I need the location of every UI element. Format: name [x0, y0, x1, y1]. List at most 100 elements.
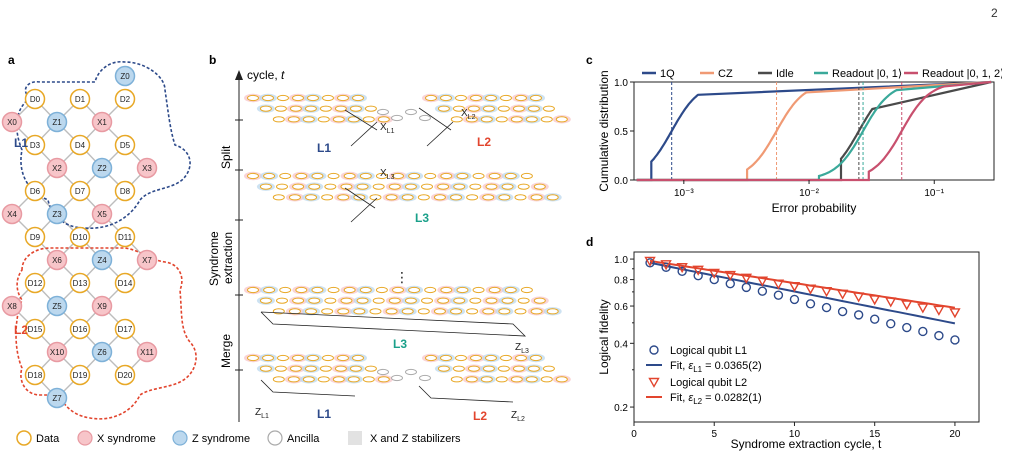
- qubit-d18: D18: [24, 364, 46, 386]
- svg-text:D6: D6: [30, 187, 41, 196]
- svg-text:D18: D18: [28, 371, 43, 380]
- d-ytick-1: 0.4: [614, 339, 628, 350]
- page-number: 2: [991, 6, 998, 20]
- d-point: [805, 299, 816, 309]
- qubit-x4: X4: [1, 203, 23, 225]
- legend-ancilla: Ancilla: [287, 433, 320, 445]
- d-point: [772, 279, 785, 290]
- panel-b-schedule: b cycle, t Split Syndrome extraction Mer…: [207, 53, 571, 423]
- legend-x-syndrome: X syndrome: [97, 433, 156, 445]
- d-point: [644, 256, 656, 267]
- legend-stabilizer-icon: [348, 431, 362, 445]
- qubit-d8: D8: [114, 180, 136, 202]
- svg-text:X0: X0: [7, 118, 17, 127]
- d-markers-2: [644, 256, 961, 319]
- d-point: [661, 262, 671, 272]
- d-point: [677, 266, 687, 277]
- svg-text:Z1: Z1: [52, 118, 62, 127]
- d-xtick-3: 15: [869, 429, 881, 440]
- qubit-d15: D15: [24, 318, 46, 340]
- chart-d-legend: Logical qubit L1 Fit, εL1 = 0.0365(2) Logi…: [646, 345, 762, 406]
- svg-text:Z3: Z3: [52, 210, 62, 219]
- d-xtick-0: 0: [631, 429, 637, 440]
- c-legend-4: Readout |0, 1, 2⟩: [922, 68, 1002, 80]
- b-ellipsis: ⋮: [395, 269, 409, 285]
- lattice-layers: [244, 93, 571, 403]
- d-point: [853, 310, 864, 320]
- svg-text:X10: X10: [50, 348, 65, 357]
- qubit-d4: D4: [69, 134, 91, 156]
- svg-text:X9: X9: [97, 302, 107, 311]
- legend-z-icon: [172, 430, 188, 446]
- d-point: [708, 268, 720, 279]
- qubit-x2: X2: [46, 157, 68, 179]
- svg-text:D2: D2: [120, 95, 131, 104]
- panel-a-lattice: a Z0 D0 D1 D2 X0 Z1 X1 D3 D4 D5 X2 Z2 X3 D6 D7 D8 X4 Z3 X5…: [1, 53, 197, 420]
- svg-text:Z5: Z5: [52, 302, 62, 311]
- qubit-x8: X8: [1, 295, 23, 317]
- d-ytick-4: 1.0: [614, 255, 628, 266]
- qubit-d9: D9: [24, 226, 46, 248]
- d-point: [917, 303, 929, 314]
- svg-text:D17: D17: [118, 325, 133, 334]
- c-legend-3: Readout |0, 1⟩: [832, 68, 902, 80]
- svg-text:Z6: Z6: [97, 348, 107, 357]
- svg-text:X11: X11: [140, 348, 154, 357]
- chart-d-axes: 0 5 10 15 20 0.2 0.4 0.6 0.8 1.0: [614, 255, 961, 440]
- qubit-x9: X9: [91, 295, 113, 317]
- qubit-x1: X1: [91, 111, 113, 133]
- c-legend-2: Idle: [776, 68, 794, 80]
- chart-d-ylabel: Logical fidelity: [597, 299, 611, 374]
- svg-text:D19: D19: [73, 371, 88, 380]
- chart-c-series: [636, 80, 992, 182]
- legend-data-icon: [16, 430, 32, 446]
- svg-text:D10: D10: [73, 233, 88, 242]
- svg-text:D11: D11: [118, 233, 133, 242]
- d-point: [788, 281, 801, 293]
- svg-text:D5: D5: [120, 141, 131, 150]
- op-zl1: ZL1: [255, 407, 269, 420]
- qubit-x11: X11: [136, 341, 158, 363]
- svg-text:X5: X5: [97, 210, 107, 219]
- op-xl2: XL2: [461, 108, 476, 121]
- qubit-d14: D14: [114, 272, 136, 294]
- d-legend-1: Fit, εL1 = 0.0365(2): [670, 360, 762, 374]
- d-point: [741, 282, 752, 293]
- qubit-z7: Z7: [46, 387, 68, 409]
- qubit-d1: D1: [69, 88, 91, 110]
- d-point: [837, 306, 848, 317]
- b-label-l1-bot: L1: [317, 407, 331, 421]
- cycle-axis-label: cycle, t: [247, 68, 285, 82]
- chart-c-axes: 0.0 0.5 1.0 10⁻³ 10⁻² 10⁻¹: [614, 78, 945, 199]
- svg-text:D1: D1: [75, 95, 86, 104]
- qubit-d11: D11: [114, 226, 136, 248]
- cdf-series-2: [636, 80, 992, 182]
- panel-d-chart: d 0 5 10 15 20 0.2 0.4 0.6 0.8 1.0 Logical qubit …: [586, 235, 980, 451]
- qubit-z0: Z0: [114, 65, 136, 87]
- panel-label-a: a: [8, 53, 15, 67]
- chart-c-ylabel: Cumulative distribution: [597, 70, 611, 191]
- d-ytick-2: 0.6: [614, 302, 628, 313]
- d-point: [660, 260, 672, 271]
- d-point: [757, 286, 768, 296]
- chart-c-frame: [633, 81, 995, 181]
- c-legend-0: 1Q: [660, 68, 675, 80]
- svg-text:D3: D3: [30, 141, 41, 150]
- cdf-series-3: [636, 80, 992, 182]
- svg-text:D15: D15: [28, 325, 43, 334]
- legend-data: Data: [36, 433, 60, 445]
- qubit-z5: Z5: [46, 295, 68, 317]
- qubit-d10: D10: [69, 226, 91, 248]
- c-xtick-0: 10⁻³: [674, 188, 694, 199]
- panel-c-chart: c 1Q CZ Idle Readout |0, 1⟩ Readout |0, 1, 2…: [586, 53, 1002, 215]
- l2-boundary: [15, 247, 197, 420]
- d-point: [869, 295, 881, 306]
- chart-d-xlabel: Syndrome extraction cycle, t: [731, 437, 882, 451]
- svg-text:D4: D4: [75, 141, 86, 150]
- svg-text:D14: D14: [118, 279, 133, 288]
- panel-label-b: b: [209, 53, 216, 67]
- c-ytick-1: 0.5: [614, 127, 628, 138]
- svg-text:X2: X2: [52, 164, 62, 173]
- d-point: [869, 314, 880, 324]
- op-xl3: XL3: [380, 168, 395, 181]
